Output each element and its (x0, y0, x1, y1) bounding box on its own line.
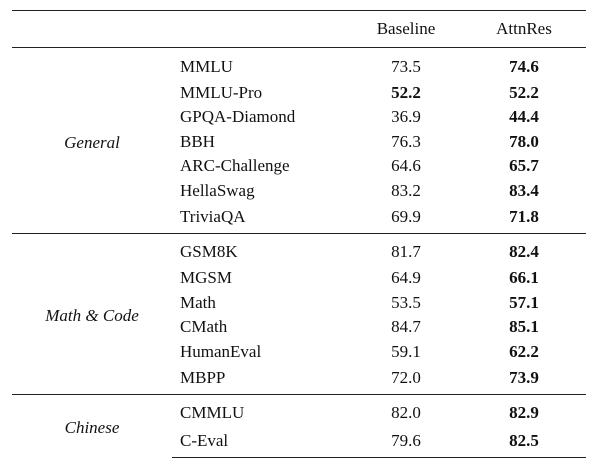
benchmark-cell: CMMLU (172, 393, 350, 427)
table-row: Chinese CMMLU 82.0 82.9 (12, 393, 586, 457)
baseline-score-cell: 82.0 (350, 393, 462, 427)
baseline-score-cell: 79.6 (350, 426, 462, 458)
attnres-score-cell: 57.1 (509, 292, 539, 312)
benchmark-cell: Math (180, 292, 216, 312)
benchmark-cell: ARC-Challenge (180, 156, 290, 176)
attnres-score-cell: 82.5 (462, 426, 586, 458)
baseline-score-cell: 64.9 (391, 268, 421, 288)
table-section: Chinese CMMLU 82.0 82.9 C-Eval 79.6 82.5 (12, 393, 586, 458)
baseline-score-cell: 69.9 (391, 206, 421, 226)
benchmark-cell: BBH (180, 131, 215, 151)
attnres-score-cell: 52.2 (509, 82, 539, 102)
table-row: CMath 84.7 85.1 (12, 315, 586, 340)
benchmark-cell: MMLU (180, 56, 233, 76)
section-label: Math & Code (12, 232, 172, 394)
benchmark-cell: CMath (180, 317, 228, 337)
attnres-score-cell: 44.4 (509, 107, 539, 127)
section-label: Chinese (12, 393, 172, 457)
benchmark-cell: GPQA-Diamond (180, 107, 296, 127)
results-table: Baseline AttnRes General MMLU 73.5 74.6 MMLU… (12, 10, 586, 458)
benchmark-cell: TriviaQA (180, 206, 246, 226)
section-label: General (64, 132, 120, 152)
baseline-score-cell: 76.3 (391, 131, 421, 151)
benchmark-cell: MGSM (180, 268, 232, 288)
table-row: MBPP 72.0 73.9 (12, 364, 586, 395)
baseline-score-cell: 83.2 (391, 180, 421, 200)
table-row: Math & Code GSM8K 81.7 82.4 (12, 232, 586, 394)
benchmark-cell: C-Eval (172, 426, 350, 458)
table-section: Math & Code GSM8K 81.7 82.4 MGSM 64.9 66.1 Math… (12, 232, 586, 395)
benchmark-cell: HellaSwag (180, 180, 255, 200)
header-baseline: Baseline (350, 10, 462, 48)
attnres-score-cell: 65.7 (509, 156, 539, 176)
baseline-score-cell: 36.9 (391, 107, 421, 127)
attnres-score-cell: 78.0 (509, 131, 539, 151)
baseline-score-cell: 84.7 (391, 317, 421, 337)
table-row: MMLU-Pro 52.2 52.2 (12, 80, 586, 105)
table-section: General MMLU 73.5 74.6 MMLU-Pro 52.2 52.2 GPQA-… (12, 48, 586, 234)
table-row: GPQA-Diamond 36.9 44.4 (12, 105, 586, 130)
benchmark-cell: HumanEval (180, 341, 262, 361)
benchmark-cell: MBPP (180, 367, 226, 387)
attnres-score-cell: 73.9 (509, 367, 539, 387)
table-row: General MMLU 73.5 74.6 (12, 48, 586, 151)
table-header-row: Baseline AttnRes (12, 10, 586, 48)
table-row: Math 53.5 57.1 (12, 290, 586, 315)
header-benchmark (172, 10, 350, 48)
table-row: TriviaQA 69.9 71.8 (12, 203, 586, 234)
attnres-score-cell: 62.2 (509, 341, 539, 361)
attnres-score-cell: 66.1 (509, 268, 539, 288)
table-row: MGSM 64.9 66.1 (12, 266, 586, 291)
baseline-score-cell: 72.0 (391, 367, 421, 387)
attnres-score-cell: 82.9 (462, 393, 586, 427)
benchmark-cell: GSM8K (172, 232, 350, 266)
results-table-container: Baseline AttnRes General MMLU 73.5 74.6 MMLU… (12, 10, 586, 458)
baseline-score-cell: 64.6 (391, 156, 421, 176)
attnres-score-cell: 82.4 (462, 232, 586, 266)
attnres-score-cell: 74.6 (509, 56, 539, 76)
table-row: ARC-Challenge 64.6 65.7 (12, 154, 586, 179)
baseline-score-cell: 59.1 (391, 341, 421, 361)
attnres-score-cell: 83.4 (509, 180, 539, 200)
baseline-score-cell: 53.5 (391, 292, 421, 312)
header-attnres: AttnRes (462, 10, 586, 48)
benchmark-cell: MMLU-Pro (180, 82, 263, 102)
table-row: HumanEval 59.1 62.2 (12, 339, 586, 364)
baseline-score-cell: 73.5 (391, 56, 421, 76)
table-row: HellaSwag 83.2 83.4 (12, 178, 586, 203)
attnres-score-cell: 85.1 (509, 317, 539, 337)
baseline-score-cell: 81.7 (350, 232, 462, 266)
baseline-score-cell: 52.2 (391, 82, 421, 102)
attnres-score-cell: 71.8 (509, 206, 539, 226)
header-group (12, 10, 172, 48)
table-row: BBH 76.3 78.0 (12, 129, 586, 154)
